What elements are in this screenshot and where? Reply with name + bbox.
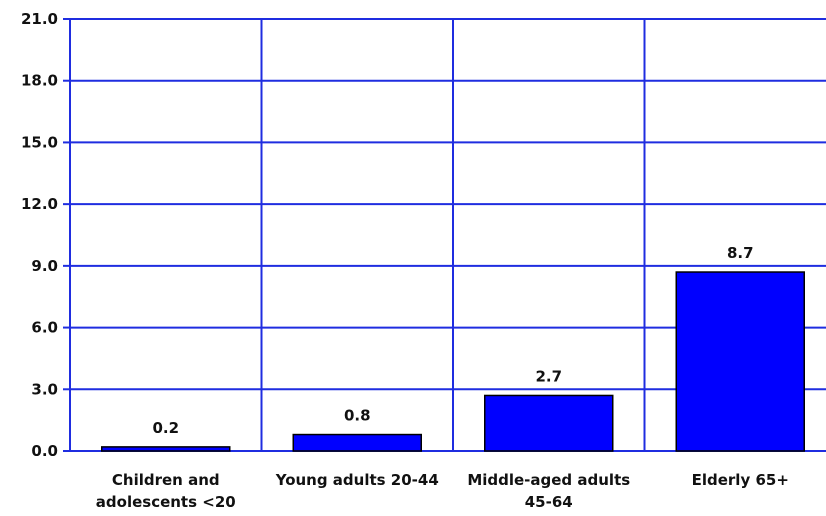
bar [675,271,805,452]
bar-value-label: 0.2 [152,419,179,437]
y-tick-label: 12.0 [21,195,58,213]
x-category-label: Elderly 65+ [692,471,789,489]
y-tick-label: 21.0 [21,10,58,28]
y-tick-label: 3.0 [31,380,58,398]
x-category-label: Young adults 20-44 [275,471,439,489]
x-category-label: Children and [112,471,220,489]
category-dividers [69,19,646,451]
x-category-label: adolescents <20 [96,493,236,511]
bars-layer [101,271,805,452]
x-axis-categories: Children and adolescents <20 Young adults … [96,471,789,511]
value-labels: 0.2 0.8 2.7 8.7 [152,244,753,437]
y-tick-label: 9.0 [31,257,58,275]
bar [101,446,231,452]
y-axis-ticks: 0.0 3.0 6.0 9.0 12.0 15.0 18.0 21.0 [21,10,70,460]
bar-value-label: 8.7 [727,244,754,262]
y-tick-label: 0.0 [31,442,58,460]
x-category-label: 45-64 [525,493,573,511]
bar [484,394,614,452]
y-tick-label: 15.0 [21,133,58,151]
bar-value-label: 0.8 [344,407,371,425]
x-category-label: Middle-aged adults [467,471,630,489]
y-tick-label: 18.0 [21,72,58,90]
bar-value-label: 2.7 [535,367,562,385]
y-tick-label: 6.0 [31,319,58,337]
bar [292,433,422,452]
